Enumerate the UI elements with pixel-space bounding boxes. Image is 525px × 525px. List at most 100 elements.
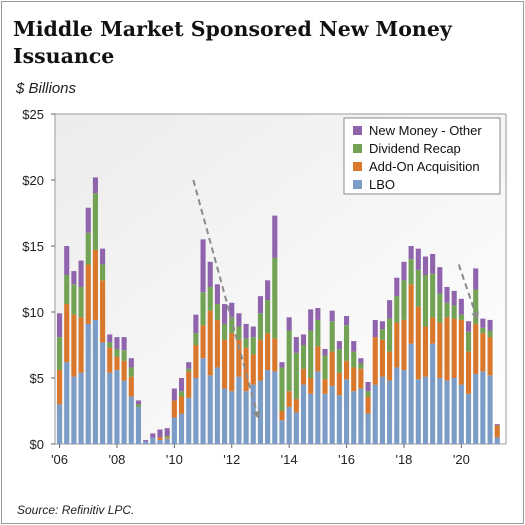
x-tick-label: '14 — [281, 452, 298, 467]
bar-new-money-other — [157, 429, 163, 438]
bar-dividend-recap — [100, 264, 106, 281]
bar-new-money-other — [265, 280, 271, 301]
bar-lbo — [444, 380, 450, 444]
bar-lbo — [351, 391, 357, 444]
bar-add-on-acquisition — [336, 372, 342, 396]
legend-swatch — [353, 126, 362, 135]
bar-lbo — [480, 371, 486, 444]
bar-dividend-recap — [107, 342, 113, 348]
bar-add-on-acquisition — [193, 345, 199, 378]
bar-new-money-other — [329, 310, 335, 322]
bar-add-on-acquisition — [100, 280, 106, 343]
bar-dividend-recap — [415, 269, 421, 307]
bar-lbo — [193, 378, 199, 444]
bar-dividend-recap — [437, 293, 443, 323]
bar-new-money-other — [387, 300, 393, 319]
bar-dividend-recap — [286, 330, 292, 392]
bar-new-money-other — [415, 248, 421, 270]
bar-new-money-other — [229, 302, 235, 318]
bar-dividend-recap — [422, 275, 429, 327]
bar-lbo — [322, 393, 328, 444]
bar-add-on-acquisition — [451, 318, 457, 378]
bar-dividend-recap — [329, 321, 335, 352]
bar-add-on-acquisition — [408, 284, 414, 344]
bar-new-money-other — [458, 298, 464, 315]
bar-dividend-recap — [207, 286, 213, 311]
bar-new-money-other — [193, 314, 199, 334]
bar-lbo — [57, 404, 63, 444]
bar-lbo — [387, 380, 393, 444]
bar-new-money-other — [336, 341, 342, 349]
legend-box — [343, 117, 501, 195]
bar-lbo — [121, 380, 127, 444]
bar-lbo — [157, 440, 163, 444]
bar-dividend-recap — [243, 338, 249, 348]
bar-lbo — [71, 376, 77, 444]
bar-new-money-other — [178, 378, 185, 392]
bar-lbo — [128, 396, 134, 444]
bar-new-money-other — [236, 313, 242, 327]
bar-lbo — [114, 370, 120, 444]
y-tick-label: $0 — [30, 437, 44, 452]
bar-new-money-other — [107, 334, 113, 343]
bar-lbo — [143, 441, 149, 444]
bar-dividend-recap — [200, 292, 206, 326]
bar-lbo — [458, 384, 464, 444]
bar-dividend-recap — [114, 348, 120, 357]
bar-new-money-other — [186, 362, 192, 369]
bar-lbo — [430, 343, 436, 444]
legend-label: New Money - Other — [369, 123, 482, 138]
bar-dividend-recap — [387, 318, 393, 352]
legend: New Money - Other Dividend Recap Add-On Ac… — [343, 117, 501, 195]
bar-add-on-acquisition — [222, 339, 228, 389]
bar-lbo — [365, 413, 371, 444]
bar-new-money-other — [365, 381, 371, 392]
legend-label: Dividend Recap — [369, 141, 461, 156]
bar-new-money-other — [430, 253, 436, 274]
bar-lbo — [222, 388, 228, 444]
bar-new-money-other — [322, 348, 328, 356]
bar-add-on-acquisition — [430, 317, 436, 344]
bar-add-on-acquisition — [358, 368, 364, 389]
trend-arrow — [192, 179, 261, 420]
chart-title: Middle Market Sponsored New Money Issuan… — [13, 17, 452, 68]
bar-new-money-other — [164, 428, 170, 437]
bar-lbo — [329, 385, 335, 444]
bar-dividend-recap — [444, 302, 450, 318]
bar-add-on-acquisition — [243, 347, 249, 392]
bar-new-money-other — [92, 177, 98, 194]
bar-new-money-other — [222, 304, 228, 324]
bar-dividend-recap — [272, 257, 278, 339]
bar-add-on-acquisition — [229, 333, 235, 392]
bar-new-money-other — [121, 337, 127, 351]
bar-lbo — [415, 379, 421, 444]
source-note: Source: Refinitiv LPC. — [17, 503, 135, 517]
trend-arrows — [192, 179, 479, 420]
bar-dividend-recap — [351, 351, 357, 368]
bar-lbo — [315, 371, 321, 444]
bar-new-money-other — [214, 284, 220, 305]
bar-dividend-recap — [293, 352, 299, 400]
bar-new-money-other — [494, 424, 500, 426]
bar-add-on-acquisition — [207, 310, 213, 376]
bar-new-money-other — [272, 215, 278, 258]
bar-dividend-recap — [57, 337, 63, 371]
bar-lbo — [401, 370, 407, 444]
bar-add-on-acquisition — [322, 379, 328, 394]
bar-dividend-recap — [222, 323, 228, 340]
bar-lbo — [64, 362, 70, 444]
bar-dividend-recap — [322, 355, 328, 380]
bar-new-money-other — [344, 315, 350, 326]
bar-dividend-recap — [257, 313, 263, 340]
bar-add-on-acquisition — [250, 354, 256, 385]
bar-add-on-acquisition — [473, 323, 479, 375]
bar-lbo — [243, 391, 249, 444]
bar-dividend-recap — [164, 436, 170, 438]
bar-lbo — [473, 374, 479, 444]
bar-new-money-other — [379, 321, 385, 330]
bar-new-money-other — [408, 246, 414, 260]
bar-add-on-acquisition — [71, 314, 77, 377]
bar-new-money-other — [444, 286, 450, 303]
bar-add-on-acquisition — [372, 337, 378, 385]
bar-add-on-acquisition — [401, 319, 407, 371]
